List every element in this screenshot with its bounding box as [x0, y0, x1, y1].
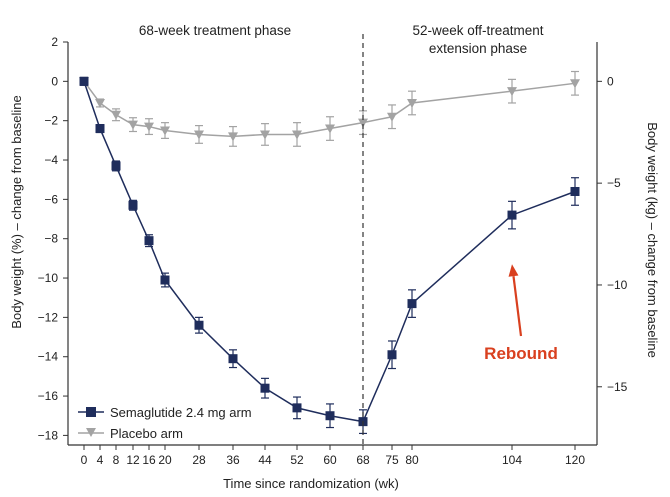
data-point	[570, 186, 580, 196]
y-axis-title-left: Body weight (%) – change from baseline	[9, 95, 24, 328]
data-point	[194, 320, 204, 330]
axes	[63, 41, 602, 450]
x-tick-label: 104	[502, 453, 522, 467]
x-tick-label: 28	[192, 453, 206, 467]
x-tick-label: 8	[113, 453, 120, 467]
data-point	[111, 161, 121, 171]
series-placebo	[79, 70, 580, 147]
x-tick-label: 120	[565, 453, 585, 467]
x-axis-title: Time since randomization (wk)	[223, 476, 399, 491]
x-tick-label: 80	[405, 453, 419, 467]
data-point	[325, 124, 335, 134]
rebound-label: Rebound	[484, 344, 558, 363]
extension-phase-label-line2: extension phase	[429, 41, 527, 56]
legend: Semaglutide 2.4 mg arm Placebo arm	[78, 405, 252, 441]
x-tick-label: 60	[323, 453, 337, 467]
data-point	[128, 200, 138, 210]
data-point	[325, 411, 335, 421]
data-point	[407, 299, 417, 309]
y-tick-label-left: −18	[38, 428, 59, 442]
legend-marker-semaglutide	[86, 407, 96, 417]
x-tick-label: 16	[142, 453, 156, 467]
x-tick-label: 68	[356, 453, 370, 467]
y-tick-label-left: 2	[51, 35, 58, 49]
y-axis-title-right: Body weight (kg) – change from baseline	[645, 122, 660, 358]
rebound-arrow	[512, 276, 523, 337]
legend-label-semaglutide: Semaglutide 2.4 mg arm	[110, 405, 252, 420]
data-point	[194, 130, 204, 140]
data-point	[95, 98, 105, 108]
data-point	[507, 87, 517, 97]
y-tick-label-left: −12	[38, 310, 59, 324]
data-point	[260, 383, 270, 393]
y-tick-label-left: −10	[38, 271, 59, 285]
data-point	[144, 122, 154, 132]
x-tick-label: 52	[290, 453, 304, 467]
data-point	[260, 130, 270, 140]
data-point	[292, 130, 302, 140]
y-tick-label-right: −10	[607, 278, 628, 292]
data-point	[407, 98, 417, 108]
data-point	[228, 354, 238, 364]
legend-label-placebo: Placebo arm	[110, 426, 183, 441]
data-point	[144, 236, 154, 246]
rebound-annotation: Rebound	[484, 264, 558, 363]
data-point	[79, 76, 89, 86]
y-tick-label-left: −16	[38, 389, 59, 403]
data-point	[387, 112, 397, 122]
data-point	[387, 350, 397, 360]
data-point	[95, 124, 105, 134]
y-tick-label-left: −6	[44, 192, 58, 206]
data-point	[507, 210, 517, 220]
data-point	[228, 132, 238, 142]
data-point	[160, 126, 170, 136]
y-tick-label-left: −14	[38, 350, 59, 364]
data-point	[128, 120, 138, 130]
data-point	[160, 275, 170, 285]
y-tick-label-left: −4	[44, 153, 58, 167]
y-tick-label-left: −8	[44, 232, 58, 246]
data-point	[358, 118, 368, 128]
extension-phase-label-line1: 52-week off-treatment	[412, 23, 543, 38]
x-tick-label: 36	[226, 453, 240, 467]
data-point	[111, 110, 121, 120]
series-line	[83, 80, 576, 138]
series-line	[83, 81, 576, 423]
legend-marker-placebo	[86, 428, 96, 437]
x-tick-label: 44	[258, 453, 272, 467]
x-tick-label: 75	[385, 453, 399, 467]
y-tick-label-right: −15	[607, 380, 628, 394]
y-tick-label-left: −2	[44, 114, 58, 128]
data-point	[292, 403, 302, 413]
rebound-arrow-head	[508, 264, 519, 277]
data-point	[570, 79, 580, 89]
tick-labels: 20−2−4−6−8−10−12−14−16−180−5−10−150 4 8 12 1…	[38, 35, 628, 467]
y-tick-label-right: −5	[607, 176, 621, 190]
x-tick-label: 4	[97, 453, 104, 467]
treatment-phase-label: 68-week treatment phase	[139, 23, 291, 38]
x-tick-label: 0	[81, 453, 88, 467]
x-tick-label: 12	[126, 453, 140, 467]
y-tick-label-right: 0	[607, 74, 614, 88]
y-tick-label-left: 0	[51, 74, 58, 88]
plot-area	[79, 70, 580, 435]
x-tick-label: 20	[158, 453, 172, 467]
